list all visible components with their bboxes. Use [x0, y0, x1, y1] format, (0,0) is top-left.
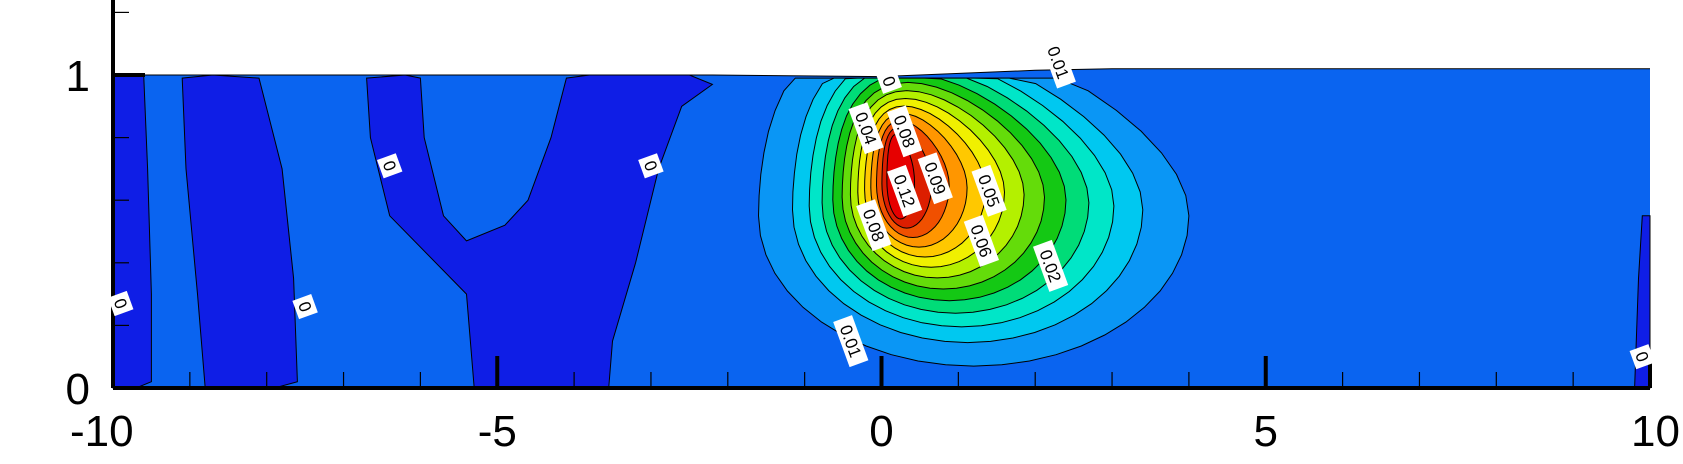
contour-label-4: 0 [1629, 344, 1656, 370]
x-tick-label-0: -10 [70, 407, 134, 456]
contour-label-box [292, 294, 318, 320]
x-tick-label-3: 5 [1254, 407, 1278, 456]
y-tick-label-0: 0 [66, 365, 90, 414]
contour-fields [112, 0, 1651, 389]
contour-label-box [1032, 239, 1069, 292]
contour-label-0: 0 [376, 153, 403, 179]
contour-label-box [107, 290, 134, 317]
negative-region-3 [366, 74, 714, 389]
contour-label-box [963, 214, 1000, 267]
air-region [113, 0, 1650, 77]
contour-label-box [848, 102, 884, 155]
contour-label-box [638, 153, 664, 179]
negative-region-2 [181, 74, 298, 389]
contour-label-box [971, 164, 1007, 217]
contour-label-box [886, 164, 923, 217]
contour-label-5: 0 [876, 68, 902, 94]
contour-label-box [856, 199, 892, 252]
x-tick-label-4: 10 [1631, 407, 1680, 456]
contour-label-box [376, 153, 403, 179]
axes: -10 -5 0 5 10 0 1 [66, 0, 1680, 456]
y-tick-label-1: 1 [66, 52, 90, 101]
contour-label-1: 0 [638, 153, 664, 179]
contour-label-box [876, 68, 902, 94]
contour-label-box [917, 152, 953, 205]
x-tick-label-1: -5 [478, 407, 517, 456]
contour-label-9: 0.04 [848, 102, 884, 155]
contour-label-2: 0 [292, 294, 318, 320]
negative-region-1 [112, 74, 152, 389]
x-tick-label-2: 0 [869, 407, 893, 456]
contour-label-box [886, 105, 923, 158]
contour-label-box [1629, 344, 1656, 370]
contour-label-7: 0.01 [833, 315, 869, 368]
contour-label-box [833, 315, 869, 368]
contour-label-3: 0 [107, 290, 134, 317]
contour-label-box [1040, 36, 1076, 89]
free-surface-line [113, 68, 1650, 78]
